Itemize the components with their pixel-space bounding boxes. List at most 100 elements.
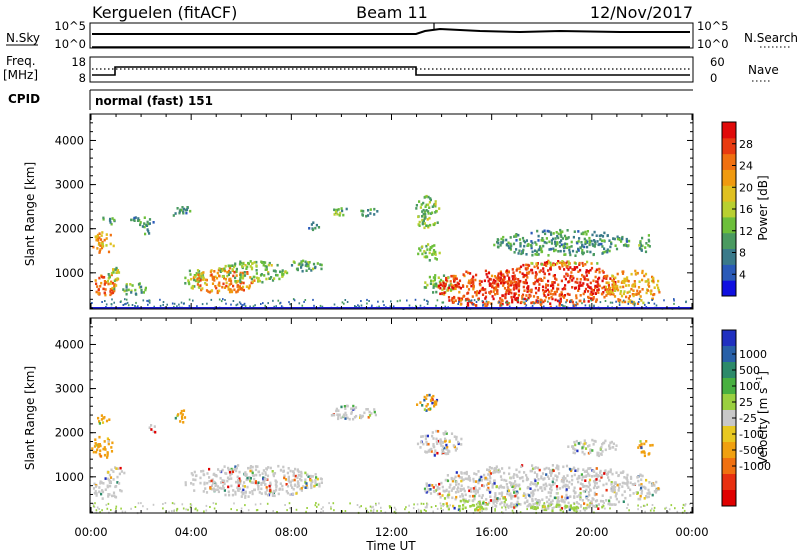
power-colorbar-swatch bbox=[722, 248, 736, 265]
nsearch-label: N.Search bbox=[744, 31, 798, 45]
velocity-colorbar-tick: 25 bbox=[739, 396, 753, 409]
velocity-data-layer bbox=[91, 393, 691, 515]
power-colorbar-swatch bbox=[722, 216, 736, 234]
power-echo-region bbox=[492, 259, 618, 309]
time-tick-label: 08:00 bbox=[275, 525, 308, 539]
nave-label: Nave bbox=[748, 63, 779, 77]
freq-tick-top: 18 bbox=[71, 55, 86, 69]
time-tick-label: 20:00 bbox=[575, 525, 608, 539]
time-tick-label: 12:00 bbox=[375, 525, 408, 539]
velocity-colorbar-tick: 500 bbox=[739, 364, 760, 377]
y-tick-label: 3000 bbox=[55, 178, 84, 192]
velocity-colorbar-swatch bbox=[722, 410, 736, 427]
velocity-colorbar-swatch bbox=[722, 330, 736, 347]
power-colorbar-tick: 20 bbox=[739, 181, 753, 194]
beam-label: Beam 11 bbox=[356, 3, 428, 22]
power-echo-region bbox=[333, 207, 348, 217]
power-colorbar-swatch bbox=[722, 122, 736, 139]
power-echo-region bbox=[308, 221, 321, 232]
power-echo-region bbox=[106, 266, 121, 291]
velocity-echo-region bbox=[92, 477, 123, 500]
velocity-echo-region bbox=[106, 466, 126, 479]
power-echo-region bbox=[415, 194, 441, 230]
y-tick-label: 4000 bbox=[55, 133, 84, 147]
nsky-tick-bottom: 10^0 bbox=[54, 37, 86, 51]
power-echo-region bbox=[92, 231, 115, 254]
velocity-echo-region bbox=[567, 438, 618, 458]
power-echo-region bbox=[192, 266, 256, 295]
velocity-echo-region bbox=[148, 424, 157, 434]
power-panel: 1000 2000 3000 4000 Slant Range [km] 4 8 12 16… bbox=[23, 113, 770, 310]
power-colorbar-tick: 24 bbox=[739, 160, 753, 173]
nsearch-tick-top: 10^5 bbox=[697, 19, 729, 33]
velocity-colorbar-tick: -100 bbox=[739, 428, 764, 441]
time-axis: 00:00 04:00 08:00 12:00 16:00 20:00 00:00 bbox=[74, 525, 708, 539]
power-echo-region bbox=[102, 216, 116, 226]
power-colorbar-swatch bbox=[722, 169, 736, 186]
velocity-colorbar-tick: 100 bbox=[739, 380, 760, 393]
y-tick-label: 2000 bbox=[55, 426, 84, 440]
nsky-panel: N.Sky 10^5 10^0 10^5 10^0 N.Search bbox=[6, 19, 798, 51]
power-colorbar-swatch bbox=[722, 153, 736, 170]
time-tick-label: 00:00 bbox=[675, 525, 708, 539]
freq-tick-bottom: 8 bbox=[79, 71, 86, 85]
power-echo-region bbox=[417, 243, 441, 262]
power-data-layer bbox=[91, 194, 687, 310]
freq-trace bbox=[92, 66, 690, 76]
nave-tick-bottom: 0 bbox=[710, 71, 717, 85]
power-colorbar-swatch bbox=[722, 280, 736, 297]
velocity-echo-region bbox=[174, 409, 187, 424]
velocity-echo-region bbox=[91, 435, 114, 459]
time-tick-label: 16:00 bbox=[475, 525, 508, 539]
velocity-echo-region bbox=[423, 464, 661, 510]
velocity-colorbar-swatch bbox=[722, 394, 736, 411]
power-echo-region bbox=[530, 260, 599, 267]
y-tick-label: 2000 bbox=[55, 222, 84, 236]
power-echo-region bbox=[360, 207, 379, 218]
power-colorbar-swatch bbox=[722, 185, 736, 202]
velocity-colorbar-swatch bbox=[722, 442, 736, 459]
power-colorbar: 4 8 12 16 20 24 28 bbox=[721, 121, 753, 297]
velocity-echo-region bbox=[637, 440, 654, 458]
velocity-echo-region bbox=[416, 393, 439, 412]
nsearch-tick-bottom: 10^0 bbox=[697, 37, 729, 51]
velocity-echo-region bbox=[530, 503, 604, 513]
power-colorbar-tick: 8 bbox=[739, 247, 746, 260]
time-axis-label: Time UT bbox=[365, 539, 416, 553]
velocity-colorbar-swatch bbox=[722, 458, 736, 475]
power-colorbar-swatch bbox=[722, 232, 736, 250]
power-echo-region bbox=[493, 228, 631, 257]
power-colorbar-label: Power [dB] bbox=[756, 175, 770, 240]
radar-title: Kerguelen (fitACF) bbox=[92, 3, 237, 22]
velocity-colorbar-swatch bbox=[722, 346, 736, 363]
power-colorbar-tick: 28 bbox=[739, 138, 753, 151]
velocity-colorbar-swatch bbox=[722, 378, 736, 395]
power-echo-region bbox=[604, 269, 661, 305]
cpid-row: CPID normal (fast) 151 bbox=[8, 89, 693, 110]
power-colorbar-tick: 12 bbox=[739, 225, 753, 238]
power-axis-ticks: 1000 2000 3000 4000 bbox=[55, 113, 693, 309]
velocity-echo-region bbox=[330, 404, 377, 421]
y-tick-label: 4000 bbox=[55, 337, 84, 351]
power-echo-region bbox=[141, 222, 151, 236]
velocity-colorbar-swatch bbox=[722, 362, 736, 379]
power-colorbar-tick: 4 bbox=[739, 268, 746, 281]
velocity-echo-region bbox=[184, 464, 323, 499]
power-colorbar-swatch bbox=[722, 264, 736, 281]
time-tick-label: 00:00 bbox=[74, 525, 107, 539]
velocity-echo-region bbox=[97, 414, 111, 425]
power-colorbar-tick: 16 bbox=[739, 203, 753, 216]
nave-tick-top: 60 bbox=[710, 55, 725, 69]
freq-label-line1: Freq. bbox=[6, 54, 36, 68]
power-ylabel: Slant Range [km] bbox=[23, 162, 37, 266]
freq-label-line2: [MHz] bbox=[3, 68, 38, 82]
nsky-label: N.Sky bbox=[6, 31, 40, 45]
y-tick-label: 3000 bbox=[55, 382, 84, 396]
velocity-colorbar-tick: -500 bbox=[739, 444, 764, 457]
velocity-colorbar-tick: -1000 bbox=[739, 460, 771, 473]
velocity-colorbar-swatch bbox=[722, 426, 736, 443]
power-colorbar-swatch bbox=[722, 137, 736, 155]
power-colorbar-swatch bbox=[722, 201, 736, 218]
velocity-panel: 1000 2000 3000 4000 Slant Range [km] 1000 50… bbox=[23, 317, 771, 515]
